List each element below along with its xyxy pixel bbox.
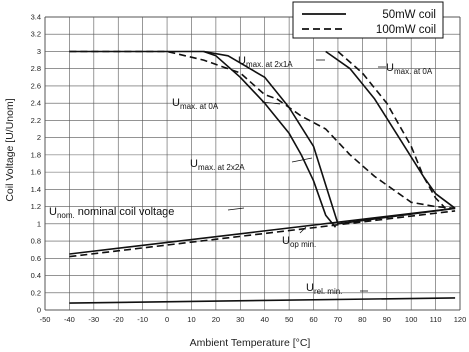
y-tick-label: 0.2: [31, 288, 41, 297]
y-tick-label: 3.4: [31, 13, 41, 22]
y-tick-label: 1.4: [31, 185, 41, 194]
legend-label: 50mW coil: [382, 9, 436, 21]
x-tick-label: 100: [405, 315, 418, 324]
annotation-label: Umax. at 2x2A: [190, 158, 245, 172]
annotation-leader: [227, 207, 245, 211]
series-urel_50: [69, 297, 456, 304]
x-tick-label: -30: [88, 315, 99, 324]
x-axis-title: Ambient Temperature [°C]: [190, 337, 311, 349]
y-tick-label: 1.8: [31, 150, 41, 159]
annotation-label: Umax. at 2x1A: [238, 55, 293, 69]
series-umax_0a_100: [276, 98, 456, 210]
y-tick-label: 0.8: [31, 237, 41, 246]
series-umax_0a_100_right: [337, 50, 446, 209]
y-tick-label: 3.2: [31, 30, 41, 39]
x-tick-label: 0: [165, 315, 169, 324]
y-tick-label: 0.6: [31, 254, 41, 263]
legend-box: [292, 1, 444, 39]
y-tick-label: 2.6: [31, 81, 41, 90]
annotation-label: Unom. nominal coil voltage: [49, 206, 174, 220]
x-tick-label: 50: [285, 315, 293, 324]
y-tick-label: 2: [37, 133, 41, 142]
x-tick-label: 110: [430, 315, 442, 324]
annotation-label: Uop min.: [282, 235, 316, 249]
x-tick-label: 80: [358, 315, 366, 324]
series-uop_100: [69, 210, 456, 258]
grid: [44, 16, 461, 311]
series-uop_50: [69, 207, 456, 255]
y-tick-label: 2.4: [31, 99, 41, 108]
x-tick-label: 10: [187, 315, 195, 324]
y-tick-label: 0: [37, 306, 41, 315]
annotation-label: Urel. min.: [306, 282, 342, 296]
x-axis-ticks: -50 -40 -30 -20 -10 0 10 20 30 40 50 60 70 80 90 100 110…: [40, 315, 467, 324]
legend: 50mW coil 100mW coil: [292, 1, 444, 39]
annotation-leader: [291, 157, 313, 163]
x-tick-label: 90: [383, 315, 391, 324]
annotation-leader: [299, 226, 307, 234]
series-umax_2x2a_50: [203, 50, 337, 228]
x-tick-label: 30: [236, 315, 244, 324]
x-tick-label: 70: [334, 315, 342, 324]
y-axis-ticks: 0 0.2 0.4 0.6 0.8 1 1.2 1.4 1.6 1.8 2 2.2 2.4 2.6 2.8 3…: [31, 13, 41, 315]
y-tick-label: 3: [37, 47, 41, 56]
x-tick-label: 60: [309, 315, 317, 324]
x-tick-label: 40: [261, 315, 269, 324]
annotation-label: Umax. at 0A: [386, 62, 433, 76]
x-tick-label: -20: [113, 315, 124, 324]
x-tick-label: -50: [40, 315, 51, 324]
y-tick-label: 1.2: [31, 202, 41, 211]
x-tick-label: 20: [212, 315, 220, 324]
series-lines: [69, 50, 456, 304]
y-tick-label: 2.8: [31, 64, 41, 73]
series-umax_0a_50: [325, 50, 456, 209]
y-tick-label: 2.2: [31, 116, 41, 125]
series-hline_50: [337, 207, 456, 225]
annotations: Umax. at 2x1A Umax. at 0A Umax. at 0A Umax.…: [49, 55, 433, 296]
y-tick-label: 1: [37, 219, 41, 228]
x-tick-label: -10: [137, 315, 148, 324]
y-axis-title: Coil Voltage [U/Unom]: [4, 98, 16, 201]
legend-label: 100mW coil: [376, 24, 436, 36]
annotation-leader: [261, 101, 281, 105]
annotation-label: Umax. at 0A: [172, 97, 219, 111]
y-tick-label: 0.4: [31, 271, 41, 280]
y-tick-label: 1.6: [31, 168, 41, 177]
x-tick-label: -40: [64, 315, 75, 324]
x-tick-label: 120: [454, 315, 467, 324]
